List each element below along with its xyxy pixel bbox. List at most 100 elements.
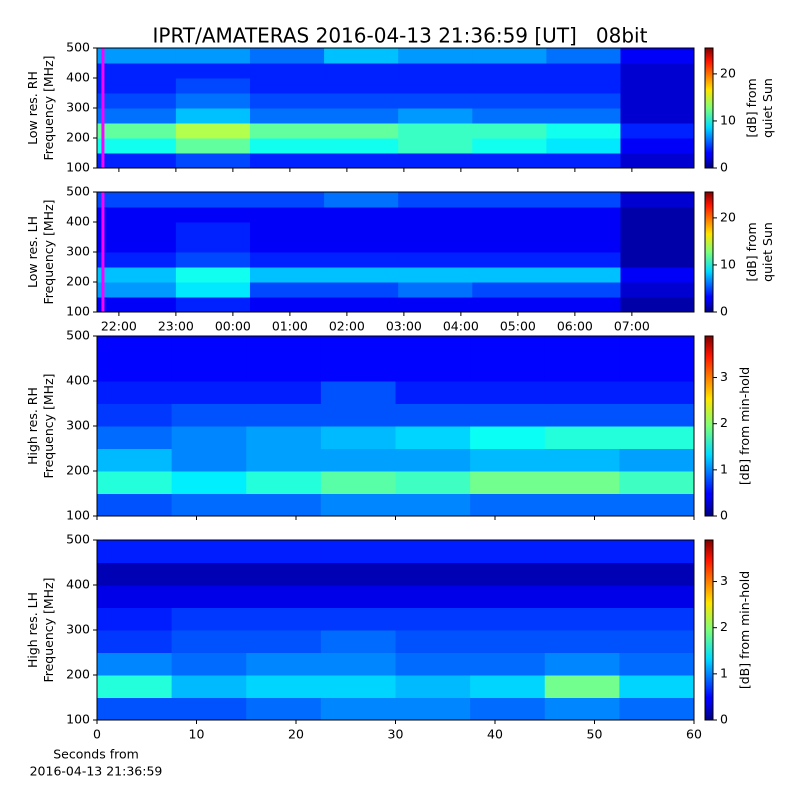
heatmap-cell	[619, 540, 695, 563]
x-tick-label: 06:00	[557, 319, 593, 334]
colorbar-label: [dB] from min-hold	[737, 367, 752, 485]
y-axis-label-line: High res. LH	[25, 592, 40, 668]
heatmap-cell	[470, 381, 546, 404]
heatmap-cell	[97, 78, 177, 94]
colorbar	[704, 47, 714, 169]
heatmap-cell	[97, 192, 177, 208]
colorbar-label: [dB] fromquiet Sun	[744, 78, 775, 138]
heatmap-cell	[472, 63, 547, 79]
heatmap-cell	[619, 493, 695, 517]
heatmap-cell	[175, 207, 251, 223]
heatmap-cell	[395, 585, 471, 608]
heatmap-cell	[97, 493, 173, 517]
x-tick-label: 00:00	[215, 319, 251, 334]
y-tick-label: 300	[66, 244, 90, 259]
colorbar-tick-label: 2	[720, 619, 728, 634]
heatmap-cell	[320, 471, 396, 494]
heatmap-cell	[249, 138, 325, 154]
heatmap-cell	[171, 493, 247, 517]
heatmap-cell	[249, 207, 325, 223]
colorbar-tick-label: 10	[720, 112, 736, 127]
colorbar-tick-label: 0	[720, 712, 728, 727]
heatmap-cell	[544, 448, 620, 472]
heatmap-cell	[544, 403, 620, 427]
heatmap-cell	[546, 153, 621, 169]
colorbar-label-line: [dB] from	[744, 78, 759, 137]
heatmap-cell	[546, 237, 621, 253]
heatmap-cell	[395, 471, 471, 494]
heatmap-cell	[171, 607, 247, 631]
heatmap-cell	[97, 207, 177, 223]
y-tick-label: 100	[66, 508, 90, 523]
heatmap-cell	[470, 652, 546, 676]
heatmap-cell	[249, 108, 325, 124]
colorbar-tick-label: 3	[720, 573, 728, 588]
heatmap-cell	[398, 108, 473, 124]
heatmap-cell	[320, 336, 396, 359]
heatmap-cell	[620, 93, 695, 109]
heatmap-cell	[171, 562, 247, 586]
heatmap-cell	[470, 562, 546, 586]
colorbar-tick-label: 1	[720, 665, 728, 680]
heatmap-cell	[472, 207, 547, 223]
heatmap-cell	[324, 78, 399, 94]
heatmap-cell	[246, 697, 322, 721]
heatmap-cell	[619, 448, 695, 472]
x-tick-label: 30	[388, 727, 404, 742]
heatmap-cell	[546, 48, 621, 64]
heatmap-cell	[246, 652, 322, 676]
heatmap-cell	[472, 153, 547, 169]
heatmap-cell	[544, 540, 620, 563]
heatmap-cell	[175, 63, 251, 79]
heatmap-cell	[175, 297, 251, 313]
heatmap-cell	[544, 675, 620, 698]
heatmap-cell	[175, 108, 251, 124]
heatmap-cell	[246, 585, 322, 608]
heatmap-cell	[395, 448, 471, 472]
heatmap-cell	[324, 252, 399, 268]
y-tick-label: 200	[66, 274, 90, 289]
heatmap-cell	[472, 267, 547, 283]
heatmap-cell	[97, 675, 173, 698]
x-tick-label: 04:00	[443, 319, 479, 334]
heatmap-cell	[320, 540, 396, 563]
heatmap-cell	[320, 675, 396, 698]
heatmap-cell	[470, 336, 546, 359]
heatmap-cell	[620, 297, 695, 313]
heatmap-cell	[97, 652, 173, 676]
heatmap-cell	[619, 585, 695, 608]
y-axis-label: High res. LHFrequency [MHz]	[25, 577, 56, 682]
figure-title: IPRT/AMATERAS 2016-04-13 21:36:59 [UT] 0…	[153, 24, 648, 48]
heatmap-cell	[97, 282, 177, 298]
heatmap-cell	[619, 403, 695, 427]
heatmap-cell	[97, 237, 177, 253]
heatmap-cell	[470, 448, 546, 472]
heatmap-cell	[619, 426, 695, 449]
heatmap-cell	[324, 237, 399, 253]
heatmap-cell	[470, 675, 546, 698]
heatmap-cell	[97, 267, 177, 283]
heatmap-cell	[171, 358, 247, 382]
heatmap-cell	[171, 540, 247, 563]
heatmap-cell	[97, 607, 173, 631]
heatmap-cell	[171, 630, 247, 653]
heatmap-cell	[171, 585, 247, 608]
colorbar-tick-label: 3	[720, 369, 728, 384]
heatmap-cell	[398, 297, 473, 313]
heatmap-cell	[472, 282, 547, 298]
heatmap-cell	[97, 153, 177, 169]
heatmap-cell	[395, 426, 471, 449]
heatmap-cell	[544, 358, 620, 382]
x-axis-label: Seconds from	[53, 747, 139, 762]
y-tick-label: 100	[66, 304, 90, 319]
y-axis-label-line: Low res. LH	[25, 216, 40, 288]
y-axis-label-line: Low res. RH	[25, 71, 40, 145]
heatmap-cell	[246, 403, 322, 427]
heatmap-cell	[472, 93, 547, 109]
heatmap-cell	[97, 222, 177, 238]
x-tick-label: 10	[189, 727, 205, 742]
heatmap-cell	[320, 652, 396, 676]
y-axis-label: Low res. RHFrequency [MHz]	[25, 55, 56, 160]
heatmap-cell	[175, 267, 251, 283]
